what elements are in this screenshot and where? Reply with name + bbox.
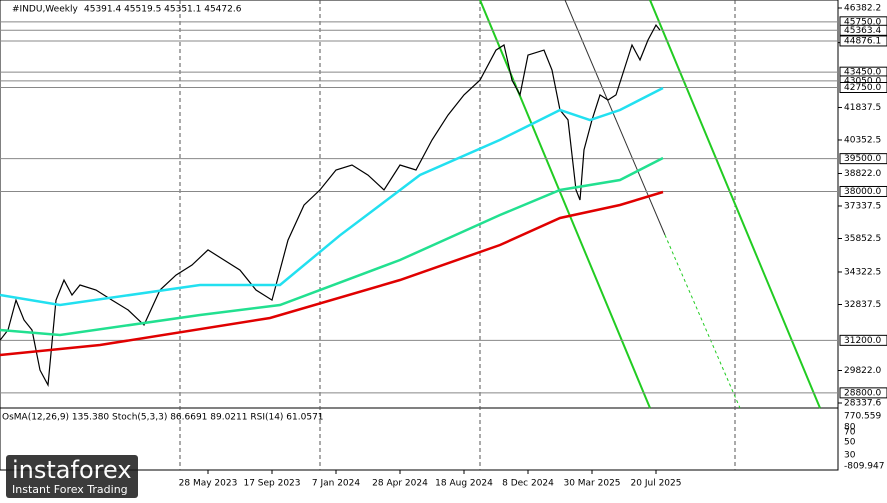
level-box xyxy=(839,334,887,346)
y-tick-label: 32837.5 xyxy=(844,300,881,310)
y-tick-label: 38822.0 xyxy=(844,169,881,179)
series-line xyxy=(0,24,661,388)
series-line xyxy=(0,156,664,337)
level-box xyxy=(839,185,887,197)
trend-projection xyxy=(664,234,741,409)
x-tick-label: 28 Apr 2024 xyxy=(372,479,428,489)
level-box xyxy=(839,153,887,165)
separators xyxy=(179,0,736,470)
level-label: 28800.0 xyxy=(844,388,881,398)
y-tick-label: 46382.2 xyxy=(844,3,881,13)
chart-title: #INDU,Weekly xyxy=(12,5,78,15)
logo-name: instaforex xyxy=(12,456,132,484)
indicator-tick-label: 70 xyxy=(844,428,856,438)
ohlc: 45391.4 45519.5 45351.1 45472.6 xyxy=(84,5,242,15)
x-tick-label: 28 May 2023 xyxy=(179,479,238,489)
level-label: 39500.0 xyxy=(844,154,881,164)
logo: instaforex Instant Forex Trading xyxy=(6,455,138,498)
indicator-tick-label: 50 xyxy=(844,438,856,448)
indicator-tick-label: 770.559 xyxy=(844,412,881,422)
x-tick-label: 18 Aug 2024 xyxy=(435,479,493,489)
x-tick-label: 30 Mar 2025 xyxy=(563,479,620,489)
y-tick-label: 28337.6 xyxy=(844,398,881,408)
indicator-tick-label: 30 xyxy=(844,451,856,461)
logo-tagline: Instant Forex Trading xyxy=(12,483,128,496)
series-line xyxy=(0,190,664,357)
indicator-tick-label: 80 xyxy=(844,423,856,433)
y-tick-label: 41837.5 xyxy=(844,103,881,113)
level-box xyxy=(839,81,887,93)
x-tick-label: 8 Dec 2024 xyxy=(502,479,554,489)
level-label: 42750.0 xyxy=(844,83,881,93)
level-label: 44876.1 xyxy=(844,36,881,46)
level-label: 43050.0 xyxy=(844,76,881,86)
logo-box: instaforex Instant Forex Trading xyxy=(6,455,138,498)
y-tick-label: 40352.5 xyxy=(844,135,881,145)
x-tick-label: 17 Sep 2023 xyxy=(243,479,300,489)
series-line xyxy=(0,86,664,307)
x-tick-label: 7 Jan 2024 xyxy=(312,479,360,489)
level-box xyxy=(839,387,887,399)
level-label: 38000.0 xyxy=(844,187,881,197)
y-tick-label: 29822.0 xyxy=(844,366,881,376)
x-tick-label: 20 Jul 2025 xyxy=(631,479,682,489)
level-label: 45750.0 xyxy=(844,17,881,27)
y-tick-label: 34322.5 xyxy=(844,267,881,277)
level-box xyxy=(839,24,887,36)
y-tick-label: 35852.5 xyxy=(844,234,881,244)
plot-frame xyxy=(0,0,839,471)
level-label: 31200.0 xyxy=(844,336,881,346)
level-label: 45363.4 xyxy=(844,26,881,36)
y-tick-label: 37337.5 xyxy=(844,201,881,211)
indicator-label: OsMA(12,26,9) 135.380 Stoch(5,3,3) 86.66… xyxy=(2,413,324,423)
level-box xyxy=(839,35,887,47)
indicator-tick-label: -809.947 xyxy=(844,462,884,472)
level-label: 43450.0 xyxy=(844,68,881,78)
